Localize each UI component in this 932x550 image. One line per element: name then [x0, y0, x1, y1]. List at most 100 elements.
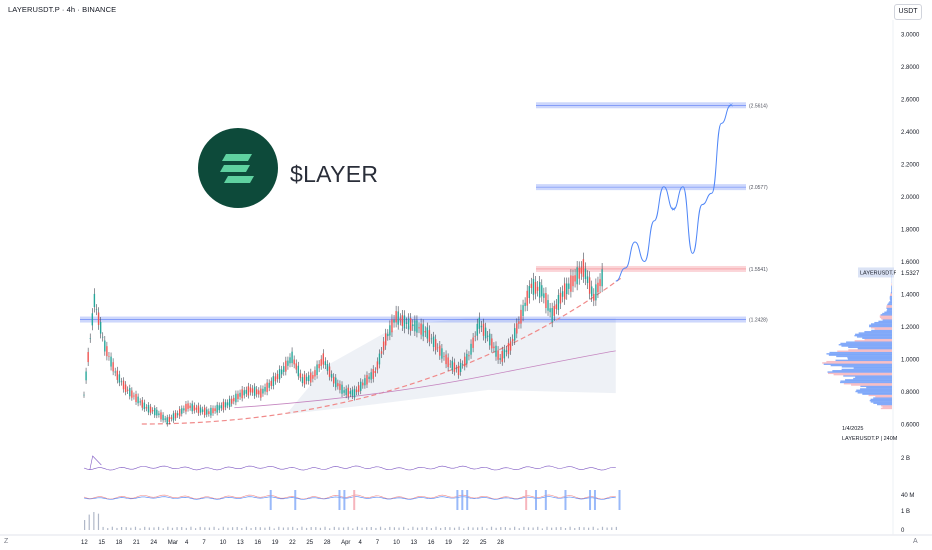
volume-profile-bar [843, 383, 892, 385]
candle-body [595, 284, 597, 301]
candle-body [312, 375, 314, 379]
volume-profile-bar [833, 373, 892, 376]
volume-profile-bar [890, 293, 892, 295]
candle-body [247, 386, 250, 396]
candle-body [332, 376, 335, 384]
candle-body [472, 337, 474, 348]
signal-bar [525, 490, 528, 510]
volume-profile-bar [840, 342, 892, 345]
candle-body [580, 267, 583, 274]
candle-body [353, 388, 356, 398]
candle-body [486, 335, 489, 337]
currency-button[interactable]: USDT [894, 4, 922, 20]
candle-body [147, 405, 150, 413]
volume-profile-bar [891, 286, 892, 289]
volume-profile-bar [856, 336, 892, 338]
candle-body [224, 402, 227, 408]
volume-bar [467, 526, 469, 530]
volume-bar [139, 528, 141, 530]
volume-bar [287, 527, 289, 530]
volume-profile-bar [835, 359, 892, 362]
volume-bar [366, 527, 368, 530]
target-marker: × [671, 207, 675, 214]
candle-body [397, 311, 399, 325]
price-tick-label: 1.2000 [901, 325, 920, 331]
current-price-tag-bg [858, 267, 894, 278]
candle-body [370, 372, 372, 380]
candle-body [543, 293, 545, 298]
volume-bar [352, 528, 354, 530]
volume-profile-bar [827, 371, 892, 373]
candle-body [407, 318, 410, 330]
candle-body [364, 378, 366, 386]
volume-profile-bar [841, 368, 892, 371]
volume-profile-bar [822, 362, 892, 364]
time-tick-label: 16 [428, 540, 435, 546]
volume-bar [435, 526, 437, 530]
volume-profile-bar [881, 318, 892, 320]
volume-bar [601, 526, 604, 530]
volume-bar [305, 527, 308, 530]
time-tick-label: 7 [376, 540, 380, 546]
volume-bar [171, 527, 174, 530]
candle-body [378, 353, 381, 365]
signal-bar [343, 490, 346, 510]
candle-body [124, 384, 127, 392]
candle-body [243, 390, 245, 396]
volume-profile-bar [882, 312, 892, 315]
volume-bar [310, 527, 312, 530]
indicator-line-1 [83, 465, 616, 471]
volume-bar [453, 527, 456, 530]
candle-body [520, 309, 522, 324]
candle-body [489, 333, 491, 346]
candle-body [158, 413, 160, 416]
candle-body [108, 356, 110, 357]
candle-body [468, 355, 470, 357]
candle-body [414, 320, 416, 332]
candle-body [330, 374, 333, 378]
candle-body [189, 405, 191, 408]
candle-body [253, 386, 256, 396]
volume-profile-bar [882, 406, 892, 408]
candle-body [351, 389, 354, 396]
volume-profile-bar [856, 389, 892, 391]
candle-body [149, 406, 152, 413]
volume-bar [264, 527, 266, 530]
candle-body [591, 286, 593, 297]
candle-body [538, 281, 541, 298]
volume-bar [495, 527, 497, 530]
candle-body [297, 365, 300, 377]
volume-profile-bar [858, 332, 892, 334]
volume-bar [278, 526, 280, 530]
volume-profile-bar [837, 350, 892, 352]
signal-bar [564, 490, 567, 510]
time-tick-label: 21 [133, 540, 140, 546]
volume-profile-bar [827, 372, 892, 375]
volume-bar [578, 526, 580, 530]
volume-profile-bar [884, 311, 892, 313]
candle-body [518, 321, 520, 324]
volume-bar [167, 526, 169, 530]
signal-bar [456, 490, 459, 510]
candle-body [268, 382, 270, 388]
volume-profile-bar [836, 355, 892, 358]
candle-body [474, 335, 476, 337]
volume-profile-bar [840, 380, 892, 382]
candle-body [339, 383, 341, 391]
volume-profile-bar [868, 394, 892, 397]
candle-body [341, 384, 343, 394]
candle-body [233, 397, 235, 402]
signal-bar [534, 490, 537, 510]
volume-bar [273, 528, 275, 530]
volume-profile-bar [866, 386, 892, 389]
layer-logo-icon [198, 128, 278, 208]
volume-bar [458, 526, 460, 530]
volume-profile-bar [847, 357, 892, 359]
volume-bar [116, 527, 118, 530]
volume-bar [259, 527, 261, 530]
candle-body [201, 409, 204, 412]
volume-profile-bar [853, 367, 892, 369]
price-tick-label: 1.4000 [901, 293, 920, 299]
candle-body [482, 323, 485, 336]
